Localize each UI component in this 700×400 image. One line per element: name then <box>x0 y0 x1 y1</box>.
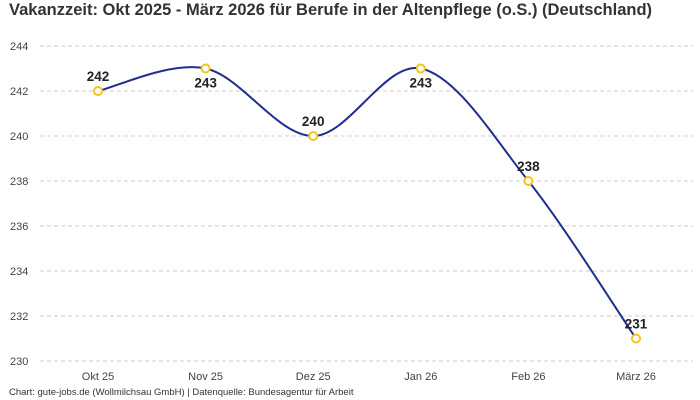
chart-source-footer: Chart: gute-jobs.de (Wollmilchsau GmbH) … <box>9 387 354 398</box>
data-point-marker <box>93 86 103 96</box>
series-line <box>97 66 637 340</box>
x-tick-label: Nov 25 <box>188 371 223 383</box>
data-label: 231 <box>625 317 648 332</box>
y-tick-label: 230 <box>10 356 28 368</box>
y-tick-label: 244 <box>10 41 28 53</box>
x-tick-label: Dez 25 <box>296 371 331 383</box>
y-tick-label: 232 <box>10 311 28 323</box>
x-tick-label: März 26 <box>616 371 656 383</box>
y-tick-label: 240 <box>10 131 28 143</box>
grid-lines <box>40 45 693 362</box>
data-label: 240 <box>302 114 325 129</box>
chart-title: Vakanzzeit: Okt 2025 - März 2026 für Ber… <box>9 1 653 19</box>
x-tick-label: Okt 25 <box>82 371 114 383</box>
y-tick-label: 234 <box>10 266 28 278</box>
data-point-marker <box>415 63 426 74</box>
data-labels: 242 243 240 243 238 231 <box>87 69 648 332</box>
y-tick-label: 242 <box>10 86 28 98</box>
series-markers <box>93 63 641 344</box>
series-line-layer <box>97 66 637 340</box>
data-label: 243 <box>194 76 217 91</box>
data-point-marker <box>523 176 534 186</box>
y-tick-label: 236 <box>10 221 28 233</box>
data-point-marker <box>631 333 641 344</box>
y-tick-label: 238 <box>10 176 28 188</box>
x-tick-label: Jan 26 <box>404 371 437 383</box>
y-axis-ticks: 230 232 234 236 238 240 242 244 <box>10 41 28 368</box>
data-point-marker <box>200 63 211 74</box>
data-label: 243 <box>410 76 433 91</box>
data-label: 238 <box>517 159 540 174</box>
data-point-marker <box>308 131 319 141</box>
x-axis-ticks: Okt 25 Nov 25 Dez 25 Jan 26 Feb 26 März 26 <box>82 371 656 383</box>
data-label: 242 <box>87 69 110 84</box>
x-tick-label: Feb 26 <box>511 371 545 383</box>
